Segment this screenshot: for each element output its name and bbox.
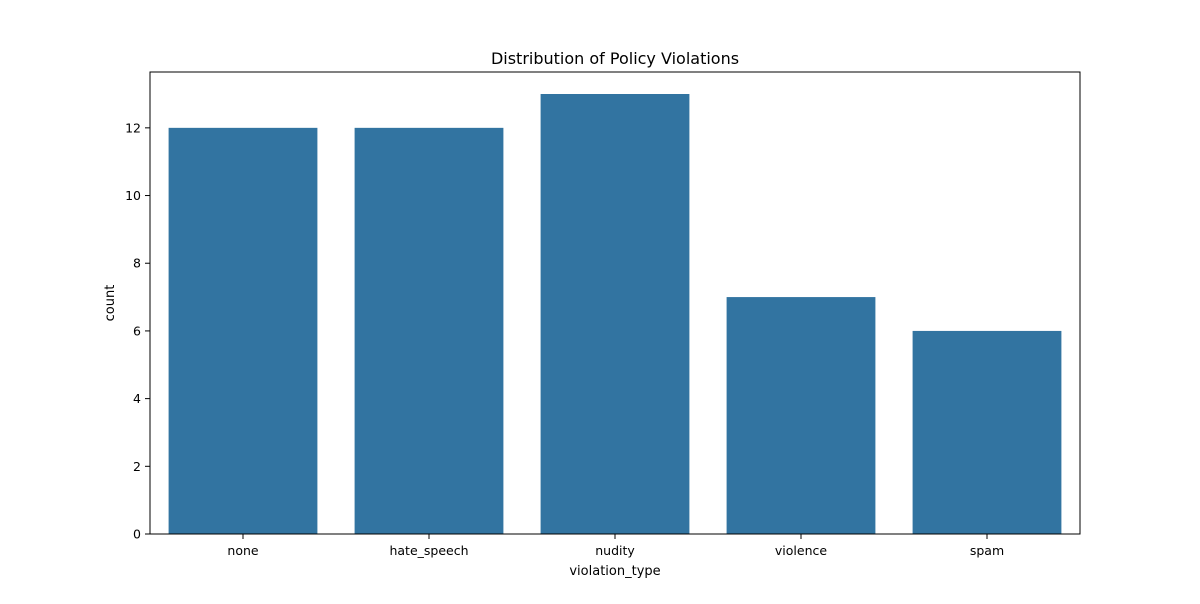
bars-layer [168,94,1062,534]
y-axis-label: count [103,285,118,322]
x-tick-label: violence [775,543,827,558]
y-tick-label: 0 [133,527,141,542]
y-tick-label: 4 [133,391,141,406]
bar-hate_speech [354,127,504,534]
x-tick-label: spam [970,543,1004,558]
y-tick-label: 10 [125,188,141,203]
x-tick-label: nudity [595,543,635,558]
y-tick-label: 2 [133,459,141,474]
x-tick-label: none [227,543,258,558]
x-axis-label: violation_type [569,564,660,579]
bar-nudity [540,94,690,534]
y-tick-label: 8 [133,256,141,271]
bar-none [168,127,318,534]
y-tick-label: 12 [125,120,141,135]
y-tick-label: 6 [133,323,141,338]
bar-spam [912,330,1062,534]
ticks-layer: none hate_speech nudity violence spam 0 2 4 6 8 10… [125,120,1004,558]
chart-title: Distribution of Policy Violations [491,49,739,68]
bar-violence [726,297,876,534]
x-tick-label: hate_speech [389,543,468,558]
